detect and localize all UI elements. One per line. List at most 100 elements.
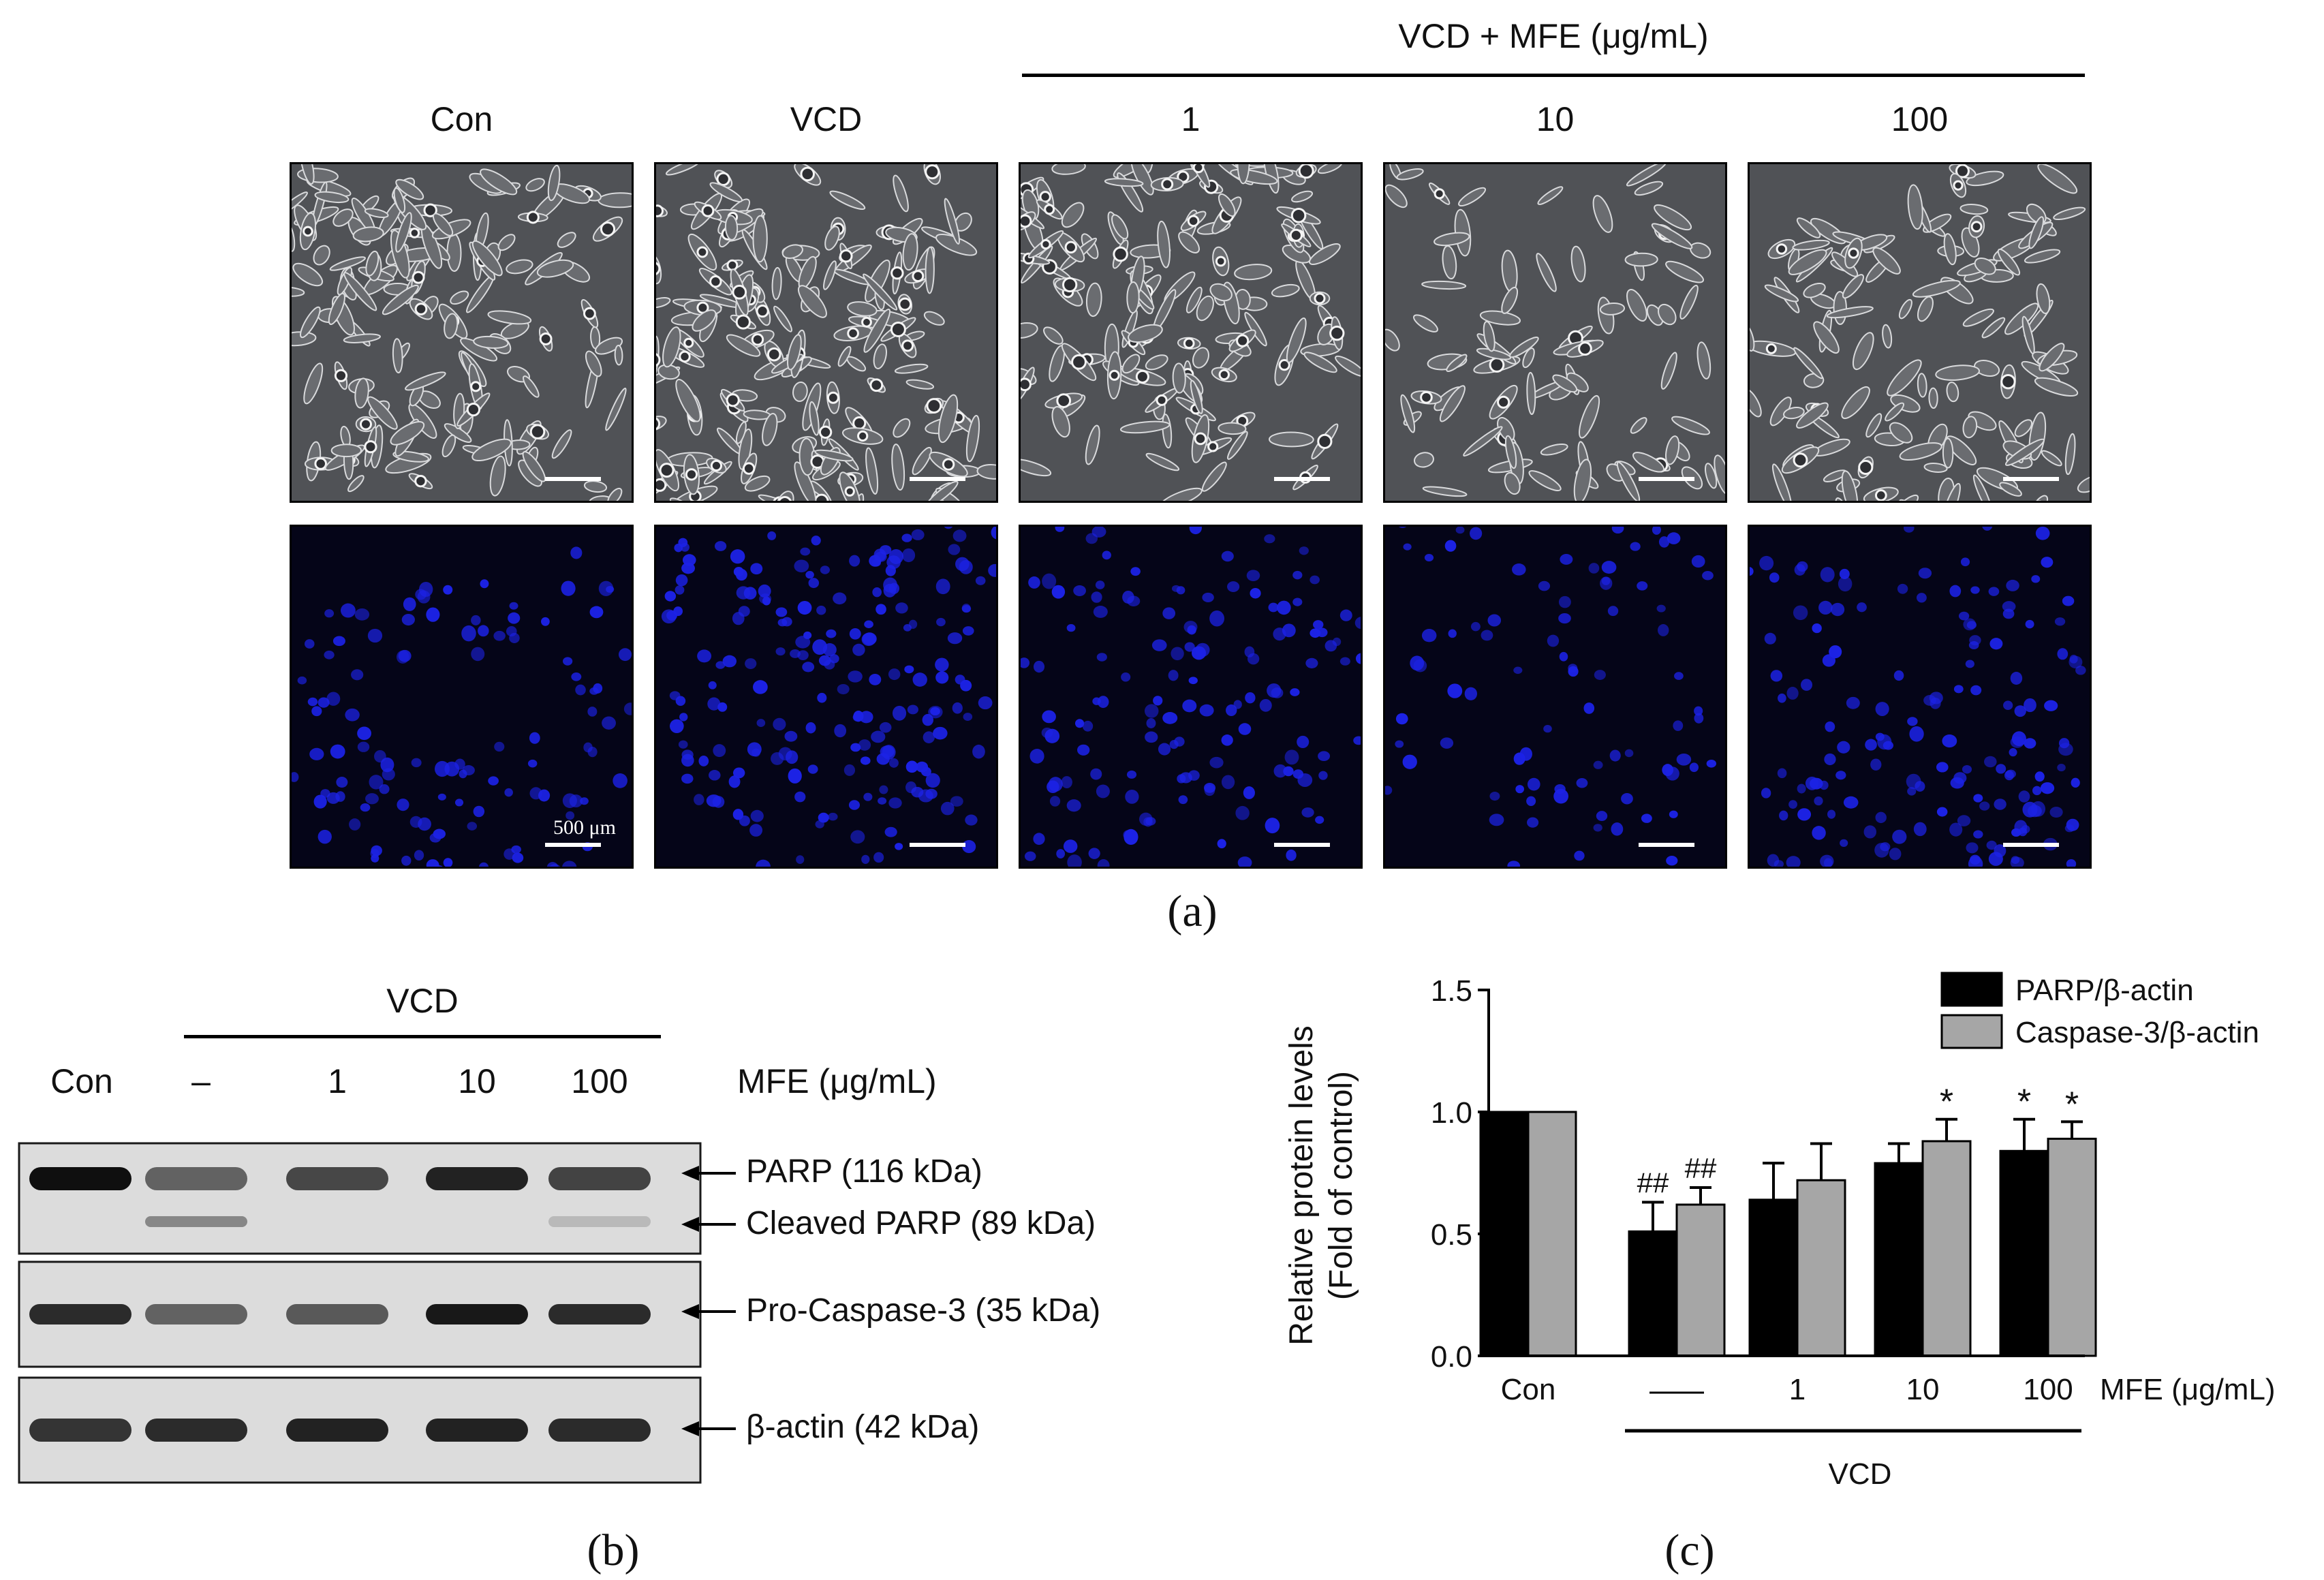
beta-actin-band [286,1419,388,1442]
nucleus [1957,815,1971,826]
phase-cell [1269,431,1314,448]
nucleus [1893,670,1904,681]
phase-cell [2034,377,2079,397]
dapi-image-1 [1019,525,1363,869]
nucleus [905,781,917,794]
phase-cell [1997,248,2021,276]
rounded-cell [314,457,327,470]
nucleus [802,662,815,672]
nucleus [828,812,838,821]
phase-cell [525,178,545,192]
nucleus [1444,540,1457,552]
nucleus [1863,825,1877,839]
nucleus [1568,664,1578,673]
phase-cell [1826,306,1874,319]
nucleus [403,597,416,611]
nucleus [297,676,307,685]
bar-parp [1479,1111,1530,1357]
phase-cell [976,464,998,480]
nucleus [1637,581,1648,591]
panel-a-label: (a) [1167,886,1218,936]
nucleus [360,803,371,812]
phase-cell [773,305,792,332]
phase-cell [1400,394,1416,433]
phase-cell [1748,388,1762,418]
nucleus [952,529,967,542]
dapi-frame [290,525,634,869]
rounded-cell [654,478,667,492]
beta-actin-band [426,1419,528,1442]
nucleus [1227,581,1240,592]
nucleus [661,609,677,624]
nucleus [884,826,897,837]
nucleus [422,884,431,893]
nucleus [681,773,694,784]
nucleus [2010,672,2023,685]
nucleus [1447,683,1463,698]
beta-actin-band [145,1419,247,1442]
phase-cell [1501,286,1519,314]
nucleus [829,654,839,664]
nucleus [1907,717,1918,726]
nucleus [1353,736,1363,745]
nucleus [1965,660,1974,668]
nucleus [1996,764,2007,774]
nucleus [1594,670,1606,680]
rounded-cell [1156,394,1168,406]
phase-cell [1890,394,1921,413]
nucleus [1507,861,1521,869]
nucleus [1973,794,1983,803]
nucleus [311,706,322,717]
nucleus [773,717,786,731]
nucleus [978,696,993,710]
pro-caspase3-arrow [681,1304,736,1319]
rounded-cell [1278,359,1290,371]
nucleus [2024,698,2036,713]
nucleus [1857,602,1867,613]
phase-cell [944,198,961,245]
phase-cell [1579,394,1600,439]
nucleus [1191,646,1207,660]
nucleus [882,745,896,760]
nucleus [935,657,949,672]
nucleus [1286,849,1297,861]
phase-cell [925,246,935,294]
nucleus [749,824,763,837]
phase-cell [1085,282,1102,317]
phase-cell [1159,487,1203,503]
nucleus [1788,800,1797,809]
nucleus [1277,600,1291,615]
nucleus [1395,740,1404,748]
rounded-cell [852,416,867,431]
rounded-cell [869,378,884,392]
nucleus [1125,790,1139,804]
nucleus [1874,842,1889,858]
nucleus [805,722,816,734]
nucleus [713,744,726,758]
nucleus [1621,792,1633,805]
phase-frame [1019,162,1363,503]
phase-cell [1981,317,2006,339]
nucleus [2003,700,2013,711]
rounded-cell [726,393,740,407]
nucleus [675,696,686,706]
phase-cell [598,192,634,208]
dapi-frame [1748,525,2092,869]
nucleus [1838,576,1853,592]
phase-cell [1130,162,1154,196]
nucleus [862,632,877,645]
nucleus [1481,630,1493,641]
nucleus [935,671,949,684]
nucleus [972,744,985,759]
phase-frame [1383,162,1727,503]
rounded-cell [1062,277,1078,293]
rounded-cell [409,228,420,238]
nucleus [1097,696,1109,709]
nucleus [354,608,370,621]
nucleus [1301,807,1314,818]
nucleus [1689,762,1699,773]
rounded-cell [414,303,428,315]
phase-cell [863,273,898,311]
nucleus [494,741,505,752]
phase-cell [675,379,701,422]
